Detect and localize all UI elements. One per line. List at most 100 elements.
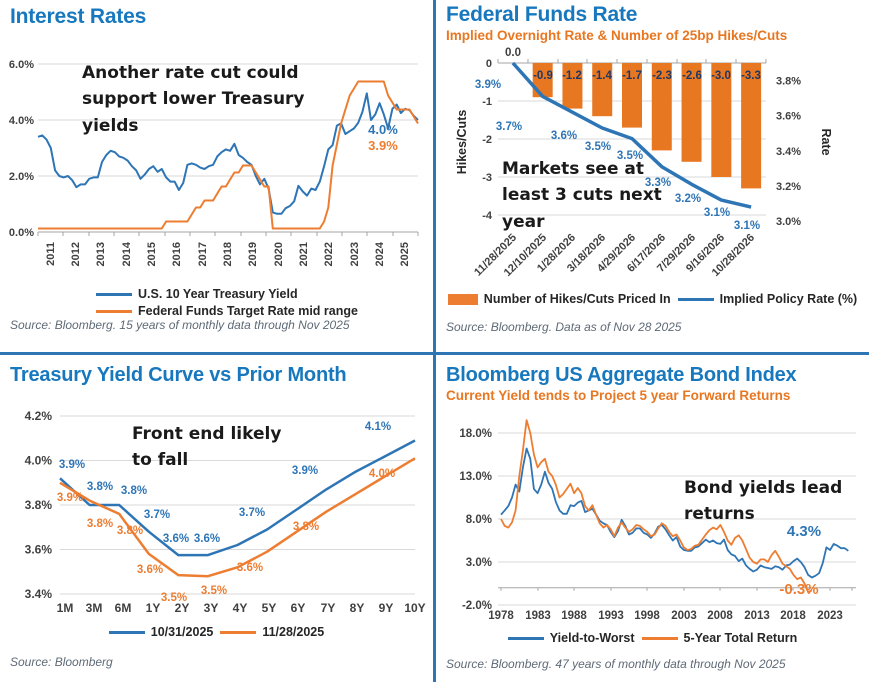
- svg-text:3.7%: 3.7%: [239, 507, 265, 519]
- blue-line-marker: [108, 630, 145, 634]
- svg-text:18.0%: 18.0%: [459, 428, 492, 440]
- interest-rates-title: Interest Rates: [10, 5, 147, 28]
- svg-text:1983: 1983: [525, 610, 551, 622]
- svg-text:3.0%: 3.0%: [776, 216, 801, 228]
- svg-text:3.6%: 3.6%: [237, 562, 263, 574]
- svg-text:3.8%: 3.8%: [25, 498, 53, 512]
- svg-text:3.5%: 3.5%: [161, 592, 187, 604]
- svg-text:2019: 2019: [247, 242, 259, 266]
- svg-text:3Y: 3Y: [204, 601, 219, 615]
- svg-text:-3.3: -3.3: [741, 70, 761, 82]
- agg-index-title: Bloomberg US Aggregate Bond Index: [446, 364, 797, 386]
- svg-text:3.4%: 3.4%: [776, 146, 801, 158]
- svg-text:3.6%: 3.6%: [25, 543, 53, 557]
- svg-text:3.5%: 3.5%: [201, 585, 227, 597]
- svg-text:3.7%: 3.7%: [496, 121, 522, 133]
- blue-line-marker: [507, 636, 544, 640]
- svg-text:4.0%: 4.0%: [25, 454, 53, 468]
- yield-curve-chart: 4.2% 4.0% 3.8% 3.6% 3.4% 1M 3M 6M 1Y 2Y 3Y 4Y 5Y 6Y 7Y…: [25, 409, 426, 615]
- svg-text:3.9%: 3.9%: [368, 138, 398, 153]
- svg-text:3.9%: 3.9%: [59, 459, 85, 471]
- legend-label: U.S. 10 Year Treasury Yield: [138, 287, 298, 301]
- legend-label: 5-Year Total Return: [683, 631, 798, 645]
- svg-text:4.1%: 4.1%: [365, 421, 391, 433]
- svg-text:4.2%: 4.2%: [25, 409, 53, 423]
- svg-text:3.0%: 3.0%: [466, 557, 492, 569]
- svg-text:-2: -2: [482, 134, 492, 146]
- svg-text:3.9%: 3.9%: [475, 79, 501, 91]
- svg-text:-1.4: -1.4: [592, 70, 612, 82]
- legend-label: Implied Policy Rate (%): [719, 292, 858, 306]
- svg-text:3.2%: 3.2%: [675, 193, 701, 205]
- svg-text:2012: 2012: [70, 242, 82, 266]
- svg-text:Hikes/Cuts: Hikes/Cuts: [455, 110, 469, 175]
- interest-rates-annotation: Another rate cut could support lower Tre…: [82, 63, 305, 136]
- svg-text:2018: 2018: [780, 610, 806, 622]
- svg-text:1M: 1M: [57, 601, 74, 615]
- svg-text:3.8%: 3.8%: [117, 525, 143, 537]
- svg-text:3.4%: 3.4%: [25, 587, 53, 601]
- orange-line-marker: [641, 636, 678, 640]
- svg-text:2008: 2008: [707, 610, 733, 622]
- svg-text:8Y: 8Y: [350, 601, 365, 615]
- svg-text:9Y: 9Y: [379, 601, 394, 615]
- svg-text:5Y: 5Y: [262, 601, 277, 615]
- svg-text:-0.3%: -0.3%: [779, 581, 818, 598]
- svg-text:1993: 1993: [598, 610, 624, 622]
- svg-text:2013: 2013: [95, 242, 107, 266]
- svg-text:3.5%: 3.5%: [585, 141, 611, 153]
- svg-text:Rate: Rate: [819, 128, 833, 155]
- svg-text:3.9%: 3.9%: [292, 465, 318, 477]
- svg-text:3.8%: 3.8%: [776, 76, 801, 88]
- svg-text:2023: 2023: [349, 242, 361, 266]
- svg-text:-4: -4: [482, 210, 493, 222]
- legend-label: 10/31/2025: [150, 625, 214, 639]
- agg-index-annotation: Bond yields lead returns: [684, 478, 843, 525]
- svg-text:6.0%: 6.0%: [9, 59, 34, 71]
- svg-text:3.6%: 3.6%: [137, 564, 163, 576]
- svg-text:3.1%: 3.1%: [704, 207, 730, 219]
- svg-text:3.9%: 3.9%: [57, 492, 83, 504]
- svg-text:2020: 2020: [273, 242, 285, 266]
- orange-line-marker: [220, 630, 257, 634]
- svg-text:4.0%: 4.0%: [369, 468, 395, 480]
- legend-label: 11/28/2025: [262, 625, 325, 639]
- svg-text:3.6%: 3.6%: [551, 130, 577, 142]
- svg-text:3.1%: 3.1%: [734, 220, 760, 232]
- blue-line-marker: [677, 297, 714, 301]
- svg-text:2003: 2003: [671, 610, 697, 622]
- panel-aggregate-bond-index: Bloomberg US Aggregate Bond Index Curren…: [436, 355, 869, 682]
- svg-text:0.0%: 0.0%: [9, 227, 34, 239]
- interest-rates-source: Source: Bloomberg. 15 years of monthly d…: [10, 318, 350, 332]
- svg-text:2024: 2024: [374, 241, 386, 266]
- svg-text:3.3%: 3.3%: [645, 177, 671, 189]
- svg-text:2014: 2014: [121, 241, 133, 266]
- legend-item-treasury-yield: U.S. 10 Year Treasury Yield: [96, 287, 298, 301]
- svg-text:0.0: 0.0: [505, 47, 521, 59]
- fed-funds-chart: 0-1-2-3-43.8%3.6%3.4%3.2%3.0%11/28/20251…: [455, 47, 833, 279]
- svg-text:4.0%: 4.0%: [9, 115, 34, 127]
- svg-text:1Y: 1Y: [146, 601, 161, 615]
- svg-text:8.0%: 8.0%: [466, 514, 492, 526]
- legend-item-prior-month: 10/31/2025: [108, 625, 214, 639]
- svg-text:-2.3: -2.3: [652, 70, 672, 82]
- svg-text:2011: 2011: [45, 242, 57, 266]
- svg-text:2025: 2025: [399, 242, 411, 266]
- svg-text:4.3%: 4.3%: [787, 523, 821, 540]
- svg-text:1978: 1978: [488, 610, 514, 622]
- svg-text:0: 0: [486, 58, 492, 70]
- svg-text:-1: -1: [482, 96, 492, 108]
- svg-text:4Y: 4Y: [233, 601, 248, 615]
- svg-text:-1.7: -1.7: [622, 70, 642, 82]
- svg-text:-2.0%: -2.0%: [462, 600, 492, 612]
- yield-curve-title: Treasury Yield Curve vs Prior Month: [10, 364, 347, 386]
- agg-index-subtitle: Current Yield tends to Project 5 year Fo…: [446, 388, 791, 403]
- svg-text:10Y: 10Y: [404, 601, 425, 615]
- legend-item-current-month: 11/28/2025: [220, 625, 324, 639]
- svg-text:2017: 2017: [197, 242, 209, 266]
- svg-text:-1.2: -1.2: [562, 70, 582, 82]
- svg-text:13.0%: 13.0%: [459, 471, 492, 483]
- svg-text:-0.9: -0.9: [533, 70, 553, 82]
- orange-line-marker: [96, 309, 132, 313]
- svg-text:2013: 2013: [744, 610, 770, 622]
